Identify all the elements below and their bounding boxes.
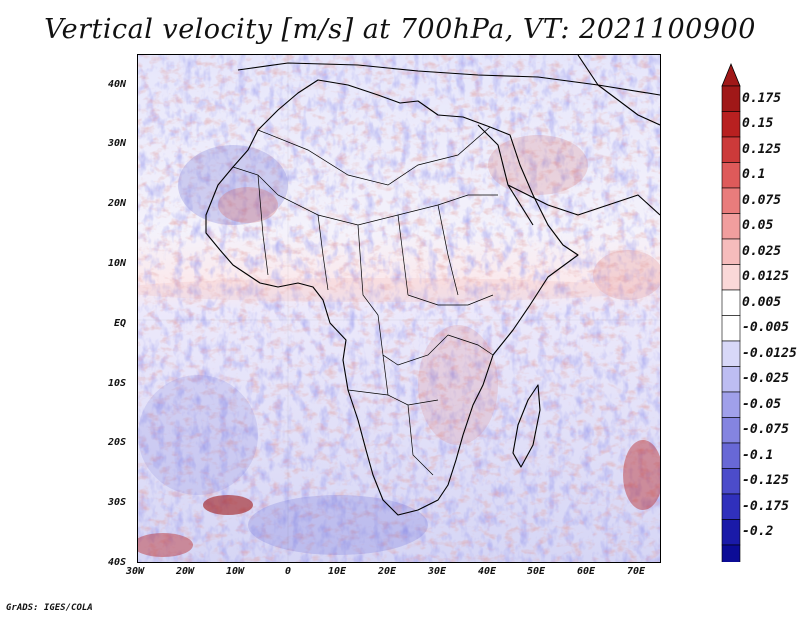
lon-label-50e: 50E: [527, 566, 546, 577]
lat-label-20n: 20N: [108, 198, 127, 209]
colorbar-segment: [721, 493, 741, 520]
colorbar-tick-label: 0.175: [742, 90, 782, 106]
colorbar-tick-label: 0.15: [742, 116, 774, 131]
lon-label-20e: 20E: [378, 566, 397, 577]
colorbar-tick-label: 0.005: [742, 294, 782, 310]
field-speckle: [138, 55, 660, 562]
colorbar-tick-label: -0.0125: [742, 345, 797, 361]
colorbar-segment: [721, 162, 741, 189]
colorbar-top-arrow: [721, 62, 741, 87]
field-features: [138, 135, 660, 557]
lat-label-20s: 20S: [108, 437, 127, 448]
country-borders: [232, 126, 498, 476]
colorbar-segment: [721, 544, 741, 562]
lat-label-40n: 40N: [108, 79, 127, 90]
colorbar-segment: [721, 264, 741, 291]
lon-label-0: 0: [285, 566, 292, 577]
lat-label-30n: 30N: [108, 138, 127, 149]
lon-label-40e: 40E: [478, 566, 497, 577]
lon-label-60e: 60E: [577, 566, 596, 577]
colorbar-segment: [721, 366, 741, 393]
lon-label-10w: 10W: [226, 566, 245, 577]
colorbar-segment: [721, 468, 741, 495]
colorbar-tick-label: 0.025: [742, 243, 782, 259]
map-panel: [137, 54, 661, 563]
lat-label-30s: 30S: [108, 497, 127, 508]
colorbar-segment: [721, 315, 741, 342]
map-svg: [138, 55, 660, 562]
graticule: [138, 55, 660, 562]
colorbar-segment: [721, 85, 741, 112]
colorbar-tick-label: -0.005: [742, 320, 789, 335]
colorbar-tick-label: 0.075: [742, 192, 782, 208]
colorbar-segment: [721, 136, 741, 163]
colorbar-segment: [721, 340, 741, 367]
colorbar-tick-label: -0.125: [742, 473, 789, 488]
colorbar-tick-label: -0.2: [742, 524, 774, 539]
lat-label-10s: 10S: [108, 378, 127, 389]
colorbar-tick-label: 0.125: [742, 141, 782, 157]
colorbar-segment: [721, 187, 741, 214]
lon-label-70e: 70E: [627, 566, 646, 577]
colorbar-tick-label: -0.025: [742, 371, 789, 386]
colorbar-segment: [721, 289, 741, 316]
colorbar-tick-label: 0.05: [742, 218, 774, 233]
colorbar-tick-label: -0.175: [742, 498, 789, 514]
lat-label-10n: 10N: [108, 258, 127, 269]
colorbar-tick-label: 0.0125: [742, 269, 789, 284]
colorbar-tick-label: -0.05: [742, 396, 782, 412]
colorbar-segment: [721, 111, 741, 138]
footer-credit: GrADS: IGES/COLA: [6, 603, 93, 613]
coastlines: [205, 55, 660, 516]
colorbar-tick-label: -0.1: [742, 447, 774, 463]
colorbar-segment: [721, 519, 741, 546]
colorbar-tick-label: -0.075: [742, 422, 789, 437]
lat-label-40s: 40S: [108, 557, 127, 568]
colorbar-segment: [721, 213, 741, 240]
colorbar-segment: [721, 442, 741, 469]
lat-label-eq: EQ: [114, 318, 127, 329]
lon-label-30w: 30W: [126, 566, 145, 577]
colorbar-segment: [721, 417, 741, 444]
colorbar: [721, 62, 741, 562]
lon-label-10e: 10E: [328, 566, 347, 577]
colorbar-segment: [721, 391, 741, 418]
lon-label-30e: 30E: [428, 566, 447, 577]
chart-title: Vertical velocity [m/s] at 700hPa, VT: 2…: [44, 14, 756, 45]
colorbar-segment: [721, 238, 741, 265]
lon-label-20w: 20W: [176, 566, 195, 577]
colorbar-tick-label: 0.1: [742, 167, 766, 182]
